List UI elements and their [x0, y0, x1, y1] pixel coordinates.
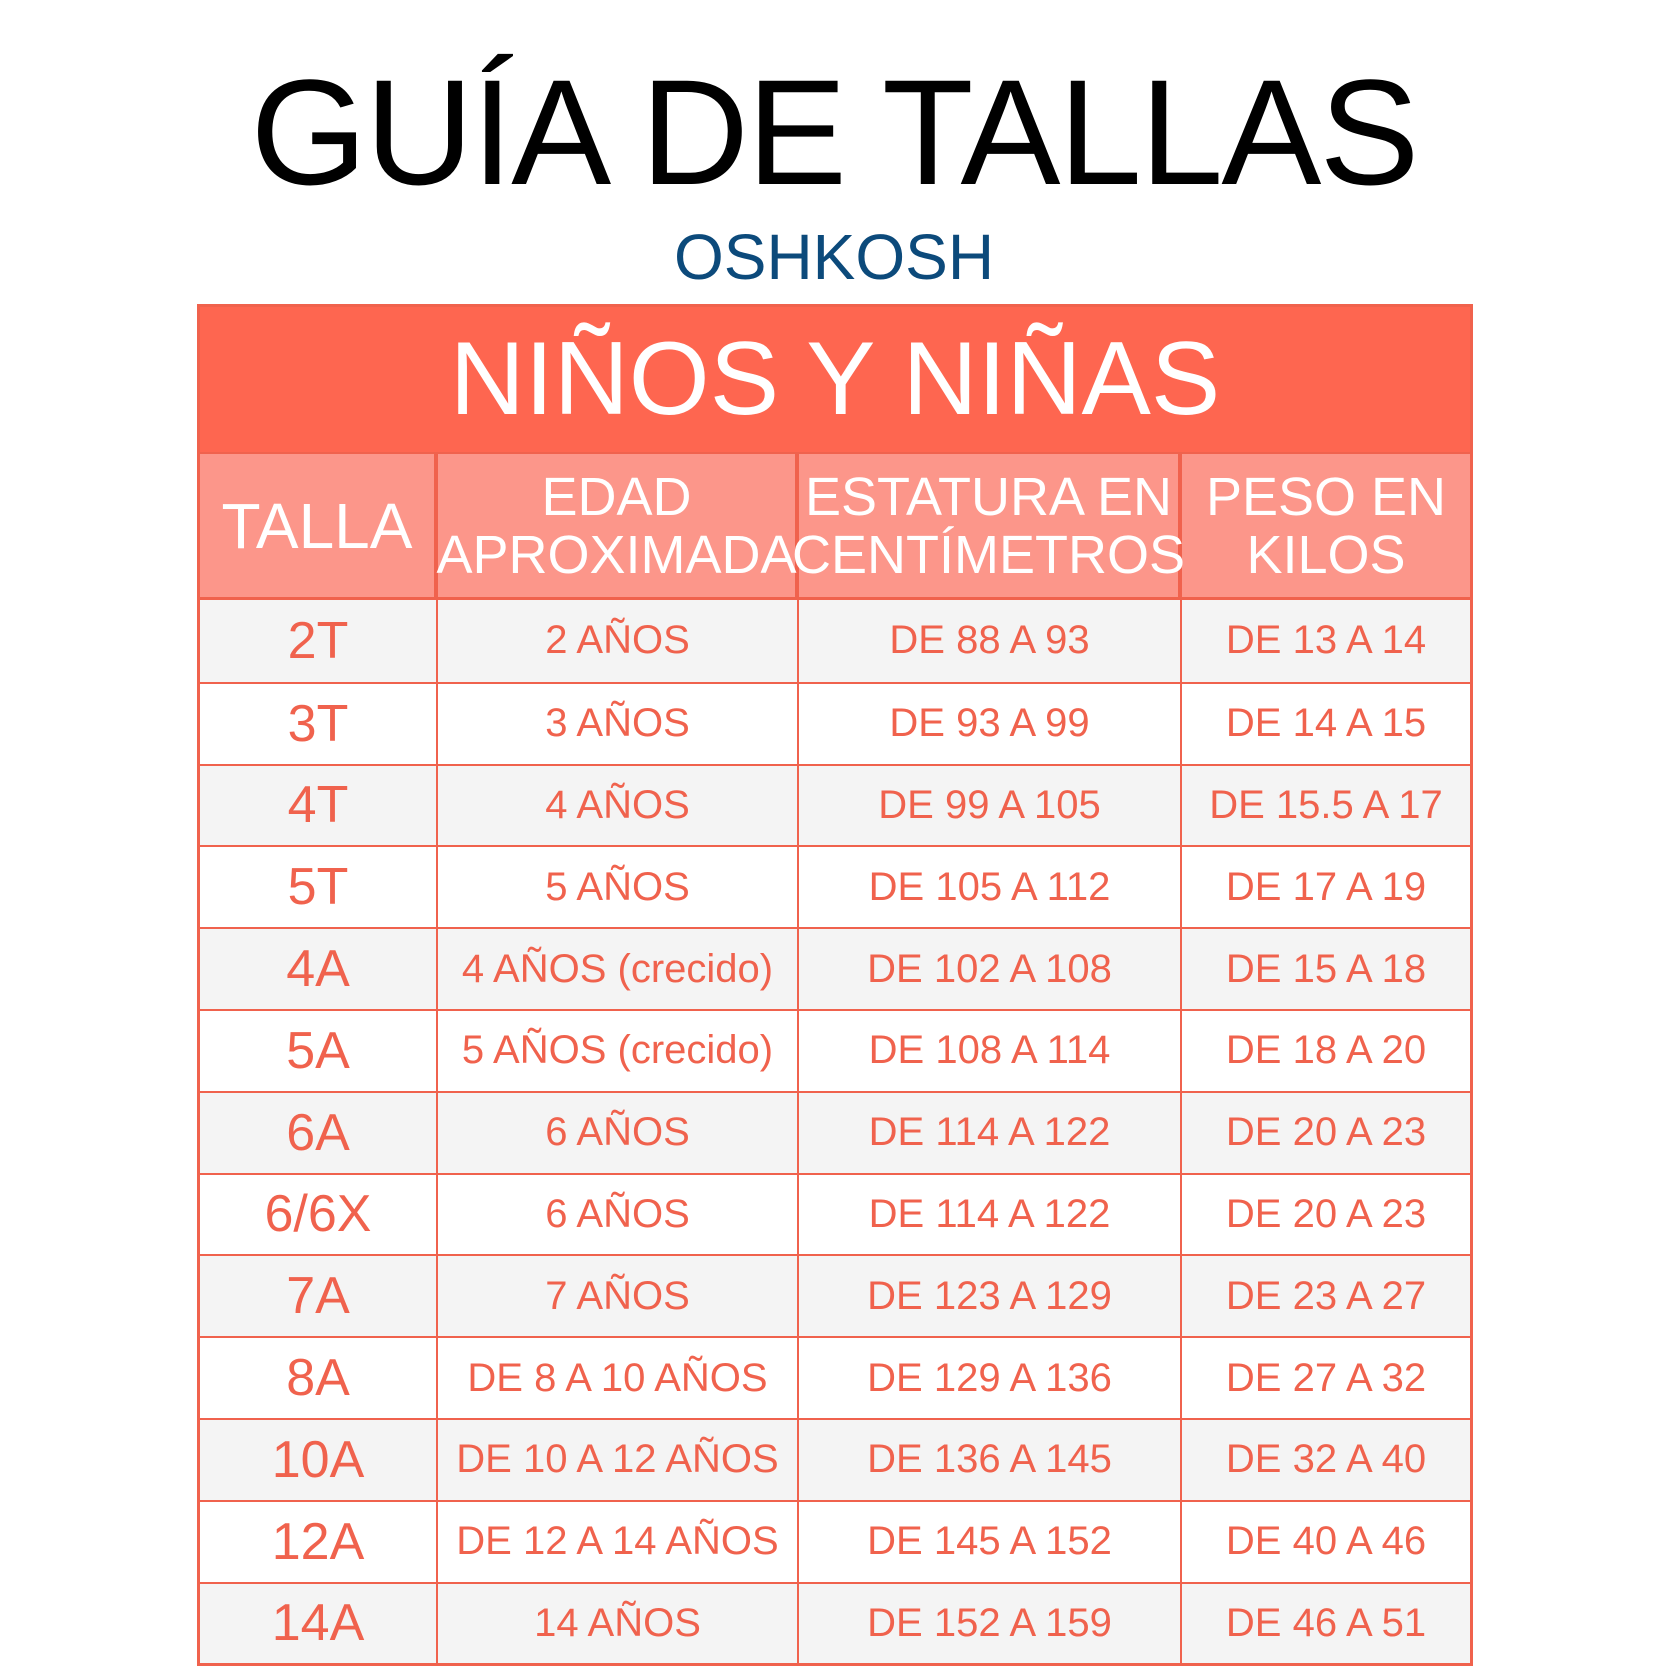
edad-cell: 4 AÑOS (crecido)	[438, 929, 799, 1009]
peso-cell: DE 23 A 27	[1225, 1273, 1427, 1318]
estatura-cell: DE 88 A 93	[799, 600, 1182, 682]
talla-cell: 12A	[200, 1501, 438, 1582]
edad-cell: DE 10 A 12 AÑOS	[438, 1419, 799, 1500]
edad-cell: 14 AÑOS	[438, 1583, 799, 1664]
estatura-cell: DE 145 A 152	[799, 1501, 1182, 1582]
estatura-cell: DE 114 A 122	[799, 1092, 1182, 1173]
estatura-cell: DE 114 A 122	[799, 1174, 1182, 1255]
peso-cell: DE 15 A 18	[1225, 946, 1427, 991]
estatura-cell: DE 123 A 129	[799, 1256, 1182, 1337]
table-row: 12A DE 12 A 14 AÑOS DE 145 A 152 DE 40 A 46	[200, 1499, 1470, 1582]
talla-cell: 5A	[200, 1010, 438, 1091]
table-row: 6A 6 AÑOS DE 114 A 122 DE 20 A 23	[200, 1090, 1470, 1173]
peso-cell: DE 27 A 32	[1225, 1355, 1427, 1400]
edad-cell: 2 AÑOS	[438, 600, 799, 682]
talla-cell: 7A	[200, 1256, 438, 1337]
talla-cell: 14A	[200, 1583, 438, 1664]
talla-cell: 6A	[200, 1092, 438, 1173]
table-row: 2T 2 AÑOS DE 88 A 93 DE 13 A 14	[200, 600, 1470, 682]
peso-cell: DE 32 A 40	[1225, 1437, 1427, 1482]
estatura-cell: DE 152 A 159	[799, 1583, 1182, 1664]
peso-cell: DE 13 A 14	[1225, 618, 1427, 663]
edad-cell: 7 AÑOS	[438, 1256, 799, 1337]
estatura-cell: DE 129 A 136	[799, 1338, 1182, 1418]
peso-cell: DE 20 A 23	[1225, 1110, 1427, 1155]
peso-cell: DE 14 A 15	[1225, 701, 1427, 746]
edad-cell: 4 AÑOS	[438, 765, 799, 846]
talla-cell: 4A	[200, 929, 438, 1009]
edad-cell: 5 AÑOS (crecido)	[438, 1010, 799, 1091]
header-estatura: ESTATURA EN CENTÍMETROS	[792, 454, 1185, 597]
table-header: TALLA EDAD APROXIMADA ESTATURA EN CENTÍM…	[200, 452, 1470, 600]
header-peso: PESO EN KILOS	[1205, 466, 1447, 585]
page-title: GUÍA DE TALLAS	[250, 48, 1420, 216]
talla-cell: 5T	[200, 847, 438, 928]
table-row: 3T 3 AÑOS DE 93 A 99 DE 14 A 15	[200, 681, 1470, 764]
table-row: 14A 14 AÑOS DE 152 A 159 DE 46 A 51	[200, 1581, 1470, 1664]
talla-cell: 8A	[200, 1338, 438, 1418]
section-title: NIÑOS Y NIÑAS	[200, 307, 1470, 452]
size-table: NIÑOS Y NIÑAS TALLA EDAD APROXIMADA ESTA…	[197, 304, 1473, 1667]
talla-cell: 6/6X	[200, 1174, 438, 1255]
table-row: 4A 4 AÑOS (crecido) DE 102 A 108 DE 15 A 18	[200, 927, 1470, 1009]
estatura-cell: DE 99 A 105	[799, 765, 1182, 846]
estatura-cell: DE 108 A 114	[799, 1010, 1182, 1091]
estatura-cell: DE 105 A 112	[799, 847, 1182, 928]
talla-cell: 4T	[200, 765, 438, 846]
table-body: 2T 2 AÑOS DE 88 A 93 DE 13 A 14 3T 3 AÑOS DE 9…	[200, 600, 1470, 1664]
peso-cell: DE 20 A 23	[1225, 1191, 1427, 1236]
edad-cell: 6 AÑOS	[438, 1174, 799, 1255]
header-talla: TALLA	[200, 454, 438, 597]
peso-cell: DE 46 A 51	[1225, 1600, 1427, 1645]
peso-cell: DE 40 A 46	[1225, 1519, 1427, 1564]
peso-cell: DE 15.5 A 17	[1209, 782, 1443, 827]
estatura-cell: DE 136 A 145	[799, 1419, 1182, 1500]
table-row: 7A 7 AÑOS DE 123 A 129 DE 23 A 27	[200, 1254, 1470, 1337]
talla-cell: 10A	[200, 1419, 438, 1500]
edad-cell: 3 AÑOS	[438, 683, 799, 764]
table-row: 10A DE 10 A 12 AÑOS DE 136 A 145 DE 32 A 40	[200, 1417, 1470, 1500]
table-row: 8A DE 8 A 10 AÑOS DE 129 A 136 DE 27 A 32	[200, 1336, 1470, 1418]
header-edad: EDAD APROXIMADA	[436, 454, 799, 597]
estatura-cell: DE 93 A 99	[799, 683, 1182, 764]
estatura-cell: DE 102 A 108	[799, 929, 1182, 1009]
edad-cell: DE 8 A 10 AÑOS	[438, 1338, 799, 1418]
edad-cell: DE 12 A 14 AÑOS	[438, 1501, 799, 1582]
table-row: 5T 5 AÑOS DE 105 A 112 DE 17 A 19	[200, 845, 1470, 928]
table-row: 5A 5 AÑOS (crecido) DE 108 A 114 DE 18 A 20	[200, 1008, 1470, 1091]
edad-cell: 5 AÑOS	[438, 847, 799, 928]
edad-cell: 6 AÑOS	[438, 1092, 799, 1173]
talla-cell: 2T	[200, 600, 438, 682]
talla-cell: 3T	[200, 683, 438, 764]
table-row: 6/6X 6 AÑOS DE 114 A 122 DE 20 A 23	[200, 1172, 1470, 1255]
brand-name: OSHKOSH	[673, 221, 995, 293]
peso-cell: DE 17 A 19	[1225, 864, 1427, 909]
table-row: 4T 4 AÑOS DE 99 A 105 DE 15.5 A 17	[200, 763, 1470, 846]
peso-cell: DE 18 A 20	[1225, 1028, 1427, 1073]
